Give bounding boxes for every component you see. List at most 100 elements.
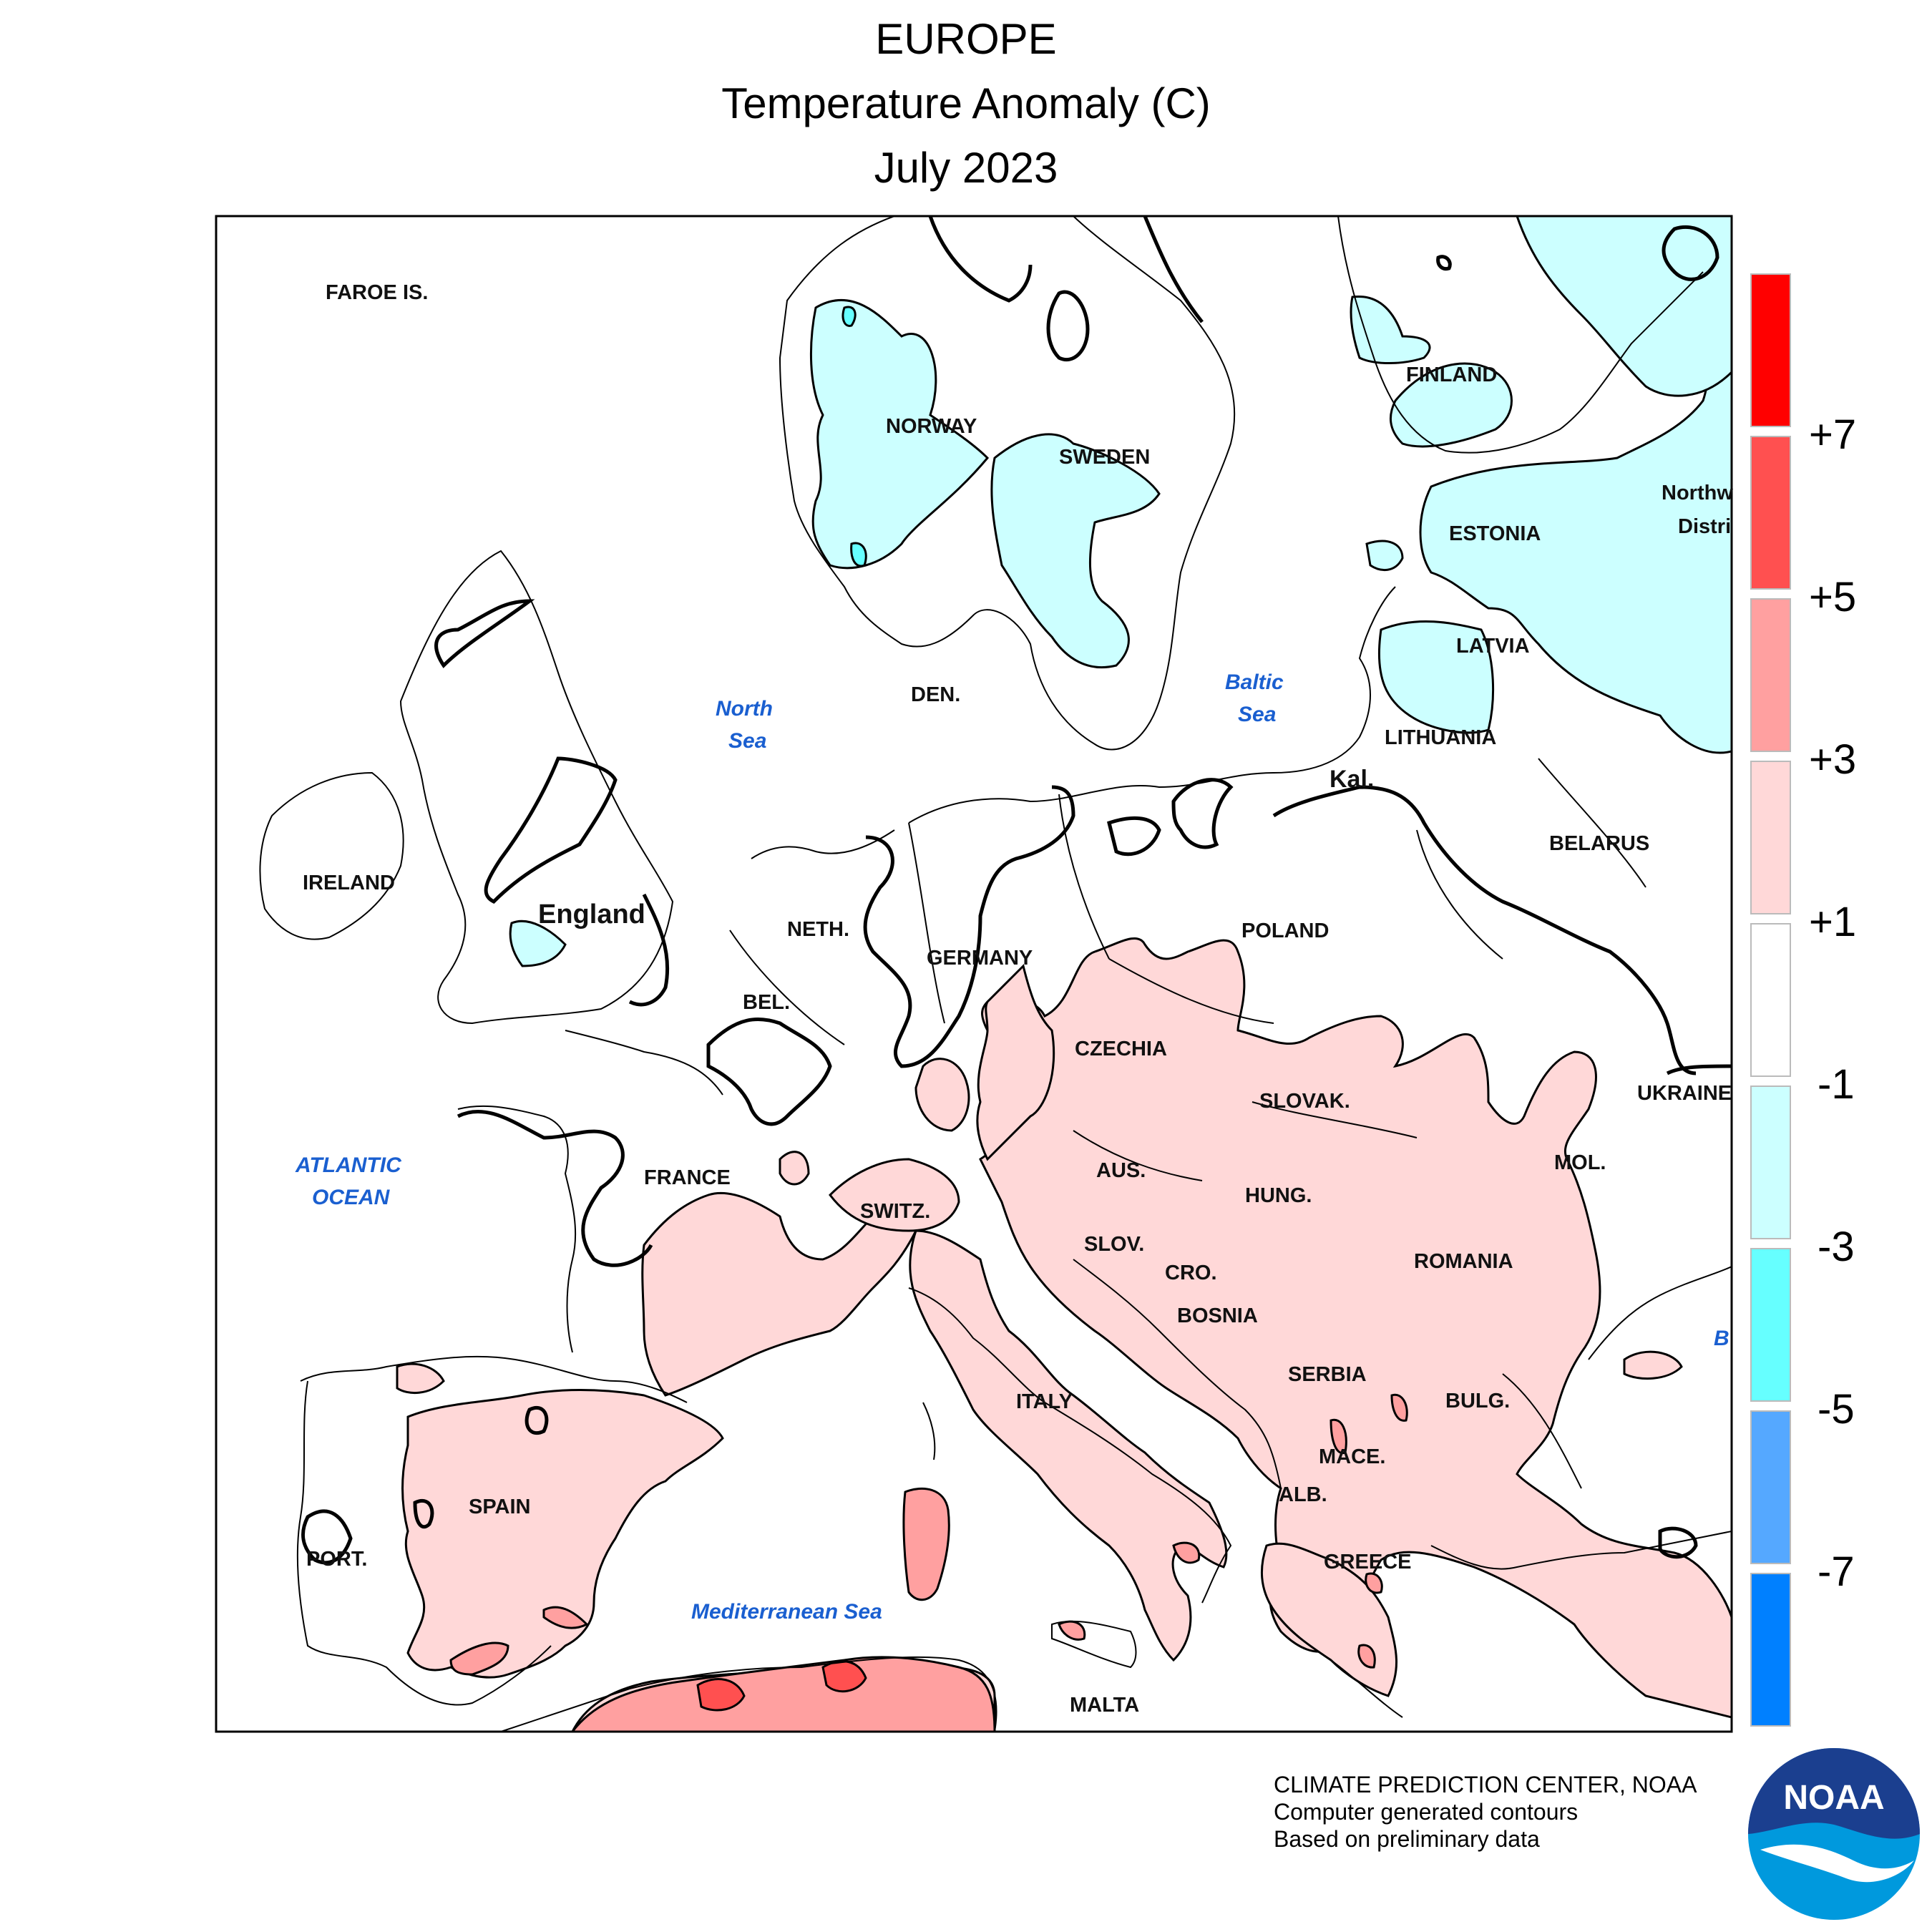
contour-aegean	[1658, 1526, 1698, 1559]
warm-core-macedonia	[1330, 1418, 1347, 1455]
warm-region-italy	[909, 1229, 1228, 1662]
label-northwest-1: Northw	[1662, 482, 1733, 504]
hot-core-regions	[696, 1660, 867, 1712]
legend-tick-0: +7	[1809, 411, 1856, 458]
label-denmark: DEN.	[911, 683, 960, 706]
label-netherlands: NETH.	[787, 918, 849, 941]
label-poland: POLAND	[1241, 919, 1329, 942]
contour-spain-portugal	[301, 1405, 549, 1565]
label-hungary: HUNG.	[1245, 1184, 1312, 1207]
warm-region-france-east	[779, 1151, 810, 1186]
warm-region-spain-ne	[396, 1362, 445, 1395]
legend-swatch-5-7	[1750, 436, 1791, 590]
coast-baltic-south	[908, 586, 1396, 824]
legend-swatch-1-3	[1750, 761, 1791, 914]
zero-contours	[301, 216, 1732, 1565]
hot-core-algeria-1	[696, 1678, 746, 1712]
label-bulgaria: BULG.	[1445, 1390, 1510, 1413]
noaa-logo-text: NOAA	[1783, 1779, 1884, 1817]
coast-britain	[399, 550, 674, 1025]
warm-region-spain	[401, 1389, 724, 1679]
legend-swatch-neg5-neg7	[1750, 1410, 1791, 1564]
cool-core-norway	[841, 306, 867, 567]
label-croatia: CRO.	[1165, 1262, 1217, 1284]
border-lines	[729, 758, 1646, 1489]
label-kaliningrad: Kal.	[1330, 766, 1374, 793]
coast-italy	[908, 1287, 1232, 1604]
coast-iberia	[296, 1355, 688, 1706]
label-belarus: BELARUS	[1549, 832, 1649, 855]
label-latvia: LATVIA	[1456, 635, 1530, 658]
coast-greece-turkey	[1330, 1531, 1732, 1718]
cool-region-england	[509, 919, 567, 967]
map-subtitle: Temperature Anomaly (C)	[721, 79, 1211, 127]
coast-continent-west	[457, 829, 895, 1353]
label-france: FRANCE	[644, 1166, 731, 1189]
label-northwest-2: Distri	[1678, 515, 1731, 538]
label-greece: GREECE	[1324, 1551, 1411, 1574]
legend-tick-4: -1	[1818, 1061, 1855, 1108]
label-bosnia: BOSNIA	[1177, 1304, 1258, 1327]
legend-swatch-neg1-neg3	[1750, 1085, 1791, 1239]
country-labels: FAROE IS. NORWAY SWEDEN FINLAND ESTONIA …	[303, 281, 1733, 1717]
label-baltic-1: Baltic	[1225, 670, 1284, 694]
contour-poland-north	[1107, 778, 1697, 1075]
label-faroe: FAROE IS.	[326, 281, 428, 304]
label-sweden: SWEDEN	[1059, 446, 1150, 469]
contour-sweden-north	[928, 216, 1719, 361]
contour-germany	[863, 785, 1075, 1068]
coast-scandinavia	[779, 216, 1236, 751]
label-spain: SPAIN	[469, 1496, 530, 1518]
warm-core-north-africa	[571, 1656, 996, 1732]
warm-core-spain-se	[449, 1641, 509, 1676]
label-black-sea-partial: B	[1714, 1327, 1729, 1350]
legend-tick-3: +1	[1809, 899, 1856, 945]
label-mediterranean: Mediterranean Sea	[691, 1600, 882, 1624]
warm-core-italy-south	[1172, 1541, 1201, 1564]
legend-swatch-above-7	[1750, 273, 1791, 427]
warm-region-ukraine-south	[1623, 1350, 1683, 1380]
legend-tick-6: -5	[1818, 1386, 1855, 1433]
warm-anomaly-regions	[396, 937, 1732, 1732]
label-ukraine: UKRAINE	[1637, 1082, 1732, 1105]
warm-core-spain-east	[542, 1606, 589, 1629]
cool-region-estonia-west	[1365, 540, 1404, 572]
map-title: EUROPE	[875, 15, 1057, 63]
label-macedonia: MACE.	[1319, 1445, 1385, 1468]
map-date: July 2023	[874, 144, 1058, 192]
map-frame	[215, 215, 1733, 1733]
warm-region-southern-france	[641, 1191, 917, 1397]
legend-swatch-neg3-neg5	[1750, 1248, 1791, 1402]
legend-swatch-3-5	[1750, 598, 1791, 752]
credit-line-2: Computer generated contours	[1274, 1799, 1579, 1825]
cool-region-finland-south	[1389, 362, 1513, 448]
label-austria: AUS.	[1096, 1159, 1146, 1182]
credit-line-3: Based on preliminary data	[1274, 1826, 1540, 1852]
contour-moldova-ukraine	[1666, 1064, 1732, 1075]
map-area	[259, 216, 1732, 1732]
coast-sicily	[1051, 1620, 1137, 1669]
label-slovakia: SLOVAK.	[1259, 1090, 1350, 1113]
label-baltic-2: Sea	[1238, 703, 1276, 726]
legend-swatch-below-neg7	[1750, 1573, 1791, 1727]
label-norway: NORWAY	[886, 415, 977, 438]
label-north-sea-1: North	[716, 697, 773, 721]
cool-region-finland-north	[1350, 295, 1431, 364]
label-finland: FINLAND	[1406, 364, 1497, 386]
legend-tick-5: -3	[1818, 1224, 1855, 1270]
label-atlantic-2: OCEAN	[312, 1186, 391, 1209]
legend-tick-1: +5	[1809, 574, 1856, 620]
label-switzerland: SWITZ.	[860, 1200, 930, 1223]
cool-region-sweden	[990, 433, 1161, 669]
label-atlantic-1: ATLANTIC	[295, 1153, 402, 1177]
warm-core-sicily	[1058, 1620, 1086, 1641]
label-romania: ROMANIA	[1414, 1250, 1513, 1273]
coast-adriatic	[1073, 1259, 1282, 1489]
label-england: England	[538, 899, 645, 930]
warm-core-bulgaria	[1390, 1393, 1408, 1422]
label-germany: GERMANY	[927, 947, 1033, 970]
sea-labels: North Sea Baltic Sea ATLANTIC OCEAN Medi…	[295, 670, 1284, 1624]
credit-line-1: CLIMATE PREDICTION CENTER, NOAA	[1274, 1772, 1697, 1797]
contour-uk	[434, 599, 670, 1007]
